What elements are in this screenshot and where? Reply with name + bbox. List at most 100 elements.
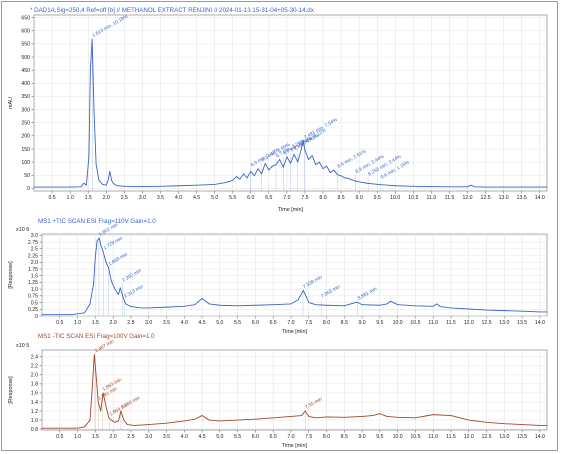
data-point bbox=[118, 294, 119, 295]
data-point bbox=[340, 175, 342, 177]
y-tick-label: 0.8 bbox=[31, 427, 38, 433]
x-tick-label: 5.5 bbox=[234, 320, 241, 326]
data-point bbox=[84, 426, 86, 428]
x-tick-label: 2.5 bbox=[121, 195, 128, 201]
data-point bbox=[290, 416, 292, 417]
x-tick-label: 12.5 bbox=[481, 195, 491, 201]
data-point bbox=[118, 420, 119, 422]
y-axis-label: [Response] bbox=[8, 261, 14, 289]
y-tick-label: 250 bbox=[21, 121, 30, 127]
x-tick-label: 2.0 bbox=[103, 195, 110, 201]
x-tick-label: 3.5 bbox=[163, 434, 170, 440]
data-point bbox=[98, 180, 100, 181]
data-point bbox=[201, 298, 203, 299]
data-point bbox=[293, 153, 295, 155]
data-point bbox=[322, 168, 324, 170]
x-tick-label: 8.5 bbox=[337, 195, 344, 201]
data-point bbox=[110, 419, 112, 421]
y-tick-label: 1.4 bbox=[31, 400, 38, 406]
data-point bbox=[77, 427, 78, 429]
data-point bbox=[93, 354, 95, 355]
data-point bbox=[105, 406, 107, 407]
data-point bbox=[450, 307, 452, 309]
x-tick-label: 9.0 bbox=[356, 195, 363, 201]
data-point bbox=[225, 182, 226, 183]
data-point bbox=[51, 186, 53, 188]
panel-title: MS1 +TIC SCAN ESI Frag=110V Gain=1.0 bbox=[38, 218, 156, 225]
y-tick-label: 100 bbox=[21, 160, 30, 166]
data-point bbox=[114, 421, 116, 423]
y-tick-label: 3.0 bbox=[31, 233, 38, 239]
x-tick-label: 5.0 bbox=[216, 320, 223, 326]
data-point bbox=[356, 301, 358, 303]
x-tick-label: 12.5 bbox=[481, 434, 491, 440]
x-tick-label: 4.5 bbox=[193, 195, 200, 201]
x-tick-label: 10.0 bbox=[393, 320, 403, 326]
data-point bbox=[343, 305, 345, 307]
data-point bbox=[470, 184, 472, 186]
x-tick-label: 13.0 bbox=[499, 434, 509, 440]
x-tick-label: 7.0 bbox=[283, 195, 290, 201]
data-point bbox=[467, 186, 468, 188]
data-point bbox=[178, 185, 179, 187]
x-tick-label: 10.5 bbox=[408, 195, 418, 201]
data-point bbox=[268, 169, 270, 171]
x-tick-label: 5.0 bbox=[216, 434, 223, 440]
y-tick-label: 500 bbox=[21, 55, 30, 61]
x-tick-label: 14.0 bbox=[535, 434, 545, 440]
data-point bbox=[311, 155, 313, 156]
data-point bbox=[386, 416, 388, 417]
data-point bbox=[92, 383, 93, 385]
x-tick-label: 11.5 bbox=[445, 195, 455, 201]
y-tick-label: 0.25 bbox=[28, 307, 38, 313]
x-tick-label: 8.5 bbox=[341, 434, 348, 440]
data-point bbox=[436, 303, 438, 305]
x-tick-label: 5.0 bbox=[211, 195, 218, 201]
x-tick-label: 8.5 bbox=[341, 320, 348, 326]
x-tick-label: 13.5 bbox=[517, 195, 527, 201]
x-tick-label: 6.0 bbox=[247, 195, 254, 201]
data-point bbox=[302, 140, 304, 142]
x-axis-label: Time [min] bbox=[282, 443, 307, 449]
x-tick-label: 8.0 bbox=[323, 320, 330, 326]
x-tick-label: 8.0 bbox=[319, 195, 326, 201]
x-tick-label: 4.0 bbox=[175, 195, 182, 201]
data-point bbox=[194, 418, 196, 420]
data-point bbox=[243, 173, 244, 175]
data-point bbox=[125, 303, 126, 305]
x-tick-label: 1.0 bbox=[67, 195, 74, 201]
x-tick-label: 6.0 bbox=[252, 320, 259, 326]
data-point bbox=[297, 299, 299, 301]
data-point bbox=[219, 304, 221, 306]
x-tick-label: 13.0 bbox=[499, 320, 509, 326]
x-tick-label: 14.0 bbox=[535, 320, 545, 326]
x-tick-label: 7.5 bbox=[305, 434, 312, 440]
y-tick-label: 650 bbox=[21, 15, 30, 21]
data-point bbox=[308, 302, 310, 303]
data-point bbox=[93, 283, 94, 285]
y-tick-label: 2.25 bbox=[28, 253, 38, 259]
data-point bbox=[308, 416, 310, 417]
data-point bbox=[315, 304, 317, 306]
y-tick-label: 1.6 bbox=[31, 391, 38, 397]
data-point bbox=[130, 306, 132, 307]
y-tick-label: 2.5 bbox=[31, 247, 38, 253]
x-tick-label: 2.5 bbox=[127, 320, 134, 326]
x-tick-label: 7.5 bbox=[305, 320, 312, 326]
x-tick-label: 3.0 bbox=[145, 434, 152, 440]
data-point bbox=[272, 417, 274, 419]
x-tick-label: 0.5 bbox=[56, 320, 63, 326]
x-tick-label: 7.0 bbox=[287, 320, 294, 326]
y-tick-label: 550 bbox=[21, 42, 30, 48]
data-point bbox=[449, 186, 450, 188]
data-point bbox=[201, 415, 203, 416]
data-point bbox=[539, 186, 541, 188]
data-point bbox=[214, 184, 215, 185]
y-tick-label: 400 bbox=[21, 81, 30, 87]
data-point bbox=[432, 414, 434, 415]
data-point bbox=[486, 309, 487, 311]
data-point bbox=[107, 180, 109, 181]
data-point bbox=[208, 303, 210, 305]
x-tick-label: 9.5 bbox=[376, 320, 383, 326]
data-point bbox=[361, 304, 363, 306]
